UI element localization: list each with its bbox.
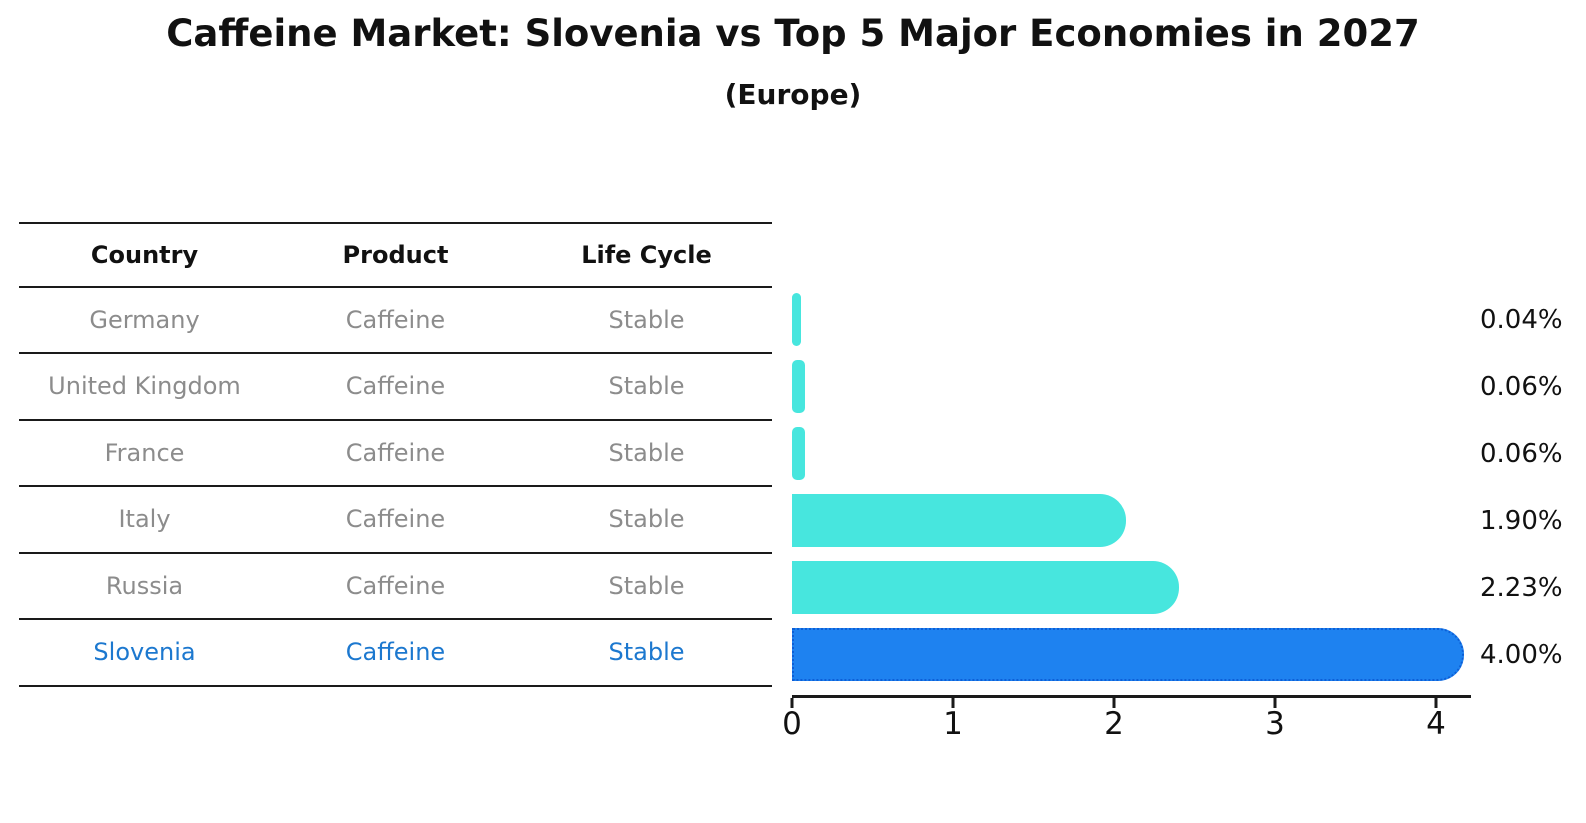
bar-slovenia	[792, 628, 1464, 681]
bar-germany	[792, 293, 802, 346]
x-tick-label-4: 4	[1426, 706, 1446, 742]
column-header-country: Country	[90, 240, 199, 269]
product-cell: Caffeine	[345, 505, 446, 534]
life-cycle-cell: Stable	[608, 638, 685, 667]
x-tick-label-3: 3	[1265, 706, 1285, 742]
x-tick-4	[1434, 698, 1438, 708]
value-label-united-kingdom: 0.06%	[1480, 371, 1563, 402]
table-row-slovenia: Slovenia Caffeine Stable	[19, 620, 772, 687]
value-label-germany: 0.04%	[1480, 304, 1563, 335]
x-axis-line	[792, 695, 1471, 698]
life-cycle-cell: Stable	[608, 505, 685, 534]
product-cell: Caffeine	[345, 372, 446, 401]
bar-france	[792, 427, 805, 480]
country-cell: Russia	[105, 571, 184, 600]
x-tick-1	[951, 698, 955, 708]
x-tick-label-1: 1	[943, 706, 963, 742]
table-row-russia: Russia Caffeine Stable	[19, 554, 772, 620]
country-table: Country Product Life Cycle Germany Caffei…	[19, 222, 772, 687]
country-cell: Germany	[89, 305, 200, 334]
column-header-product: Product	[342, 240, 449, 269]
value-label-russia: 2.23%	[1480, 572, 1563, 603]
country-cell: Italy	[118, 505, 171, 534]
life-cycle-cell: Stable	[608, 305, 685, 334]
bar-italy	[792, 494, 1126, 547]
country-cell: France	[104, 438, 185, 467]
x-tick-label-0: 0	[782, 706, 802, 742]
life-cycle-cell: Stable	[608, 372, 685, 401]
bar-united-kingdom	[792, 360, 805, 413]
x-tick-2	[1112, 698, 1116, 708]
x-tick-0	[790, 698, 794, 708]
column-header-life-cycle: Life Cycle	[581, 240, 712, 269]
product-cell: Caffeine	[345, 305, 446, 334]
product-cell: Caffeine	[345, 438, 446, 467]
table-row-germany: Germany Caffeine Stable	[19, 288, 772, 354]
product-cell: Caffeine	[345, 571, 446, 600]
value-label-slovenia: 4.00%	[1480, 639, 1563, 670]
product-cell: Caffeine	[345, 638, 446, 667]
life-cycle-cell: Stable	[608, 571, 685, 600]
chart-title: Caffeine Market: Slovenia vs Top 5 Major…	[166, 12, 1420, 55]
table-row-italy: Italy Caffeine Stable	[19, 487, 772, 554]
value-label-france: 0.06%	[1480, 438, 1563, 469]
country-cell: United Kingdom	[48, 372, 241, 401]
country-cell: Slovenia	[93, 638, 196, 667]
chart-subtitle: (Europe)	[724, 78, 862, 111]
x-tick-label-2: 2	[1104, 706, 1124, 742]
table-row-united-kingdom: United Kingdom Caffeine Stable	[19, 354, 772, 421]
table-header-row: Country Product Life Cycle	[19, 224, 772, 288]
x-tick-3	[1273, 698, 1277, 708]
value-label-italy: 1.90%	[1480, 505, 1563, 536]
bar-russia	[792, 561, 1180, 614]
table-row-france: France Caffeine Stable	[19, 421, 772, 487]
life-cycle-cell: Stable	[608, 438, 685, 467]
